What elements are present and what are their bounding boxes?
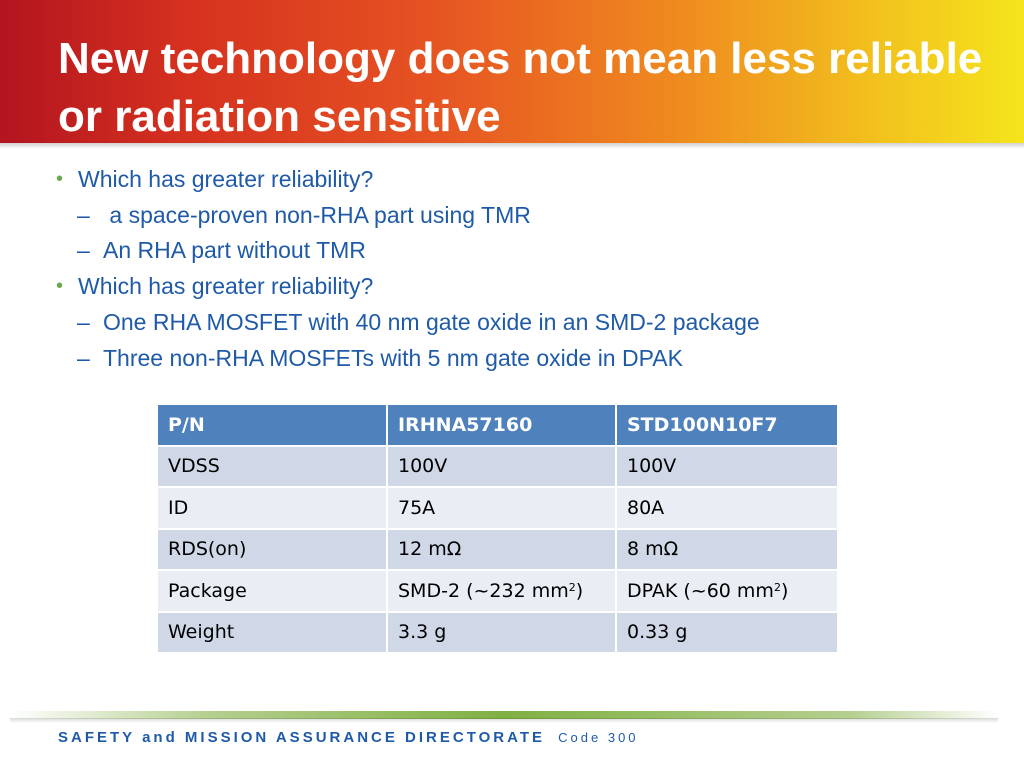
dash-marker: –: [77, 344, 90, 371]
sub-bullet-item: – One RHA MOSFET with 40 nm gate oxide i…: [54, 305, 954, 341]
bullet-marker: •: [56, 275, 64, 298]
table-row: ID 75A 80A: [156, 486, 839, 530]
slide-title: New technology does not mean less reliab…: [58, 34, 983, 141]
footer: SAFETY and MISSION ASSURANCE DIRECTORATE…: [58, 729, 639, 746]
table-row: Weight 3.3 g 0.33 g: [156, 610, 839, 654]
table-cell: 0.33 g: [615, 610, 839, 654]
table-header-cell: IRHNA57160: [386, 403, 617, 447]
dash-marker: –: [77, 201, 90, 228]
sub-bullet-item: – An RHA part without TMR: [54, 233, 954, 269]
title-banner-shadow: [0, 143, 1024, 149]
table-row: RDS(on) 12 mΩ 8 mΩ: [156, 527, 839, 571]
package-b-close: ): [780, 579, 789, 602]
bullet-list: • Which has greater reliability? – a spa…: [54, 162, 954, 376]
dash-marker: –: [77, 308, 90, 335]
title-banner: [0, 0, 1024, 143]
table-cell-label: Weight: [156, 610, 388, 654]
table-cell: 100V: [386, 444, 617, 488]
table-header-cell: STD100N10F7: [615, 403, 839, 447]
table-row: Package SMD-2 (~232 mm2) DPAK (~60 mm2): [156, 569, 839, 613]
sub-bullet-item: – Three non-RHA MOSFETs with 5 nm gate o…: [54, 341, 954, 377]
table-row: VDSS 100V 100V: [156, 444, 839, 488]
bullet-marker: •: [56, 168, 64, 190]
table-cell: SMD-2 (~232 mm2): [386, 569, 617, 613]
comparison-table: P/N IRHNA57160 STD100N10F7 VDSS 100V 100…: [156, 403, 839, 654]
table-cell: 8 mΩ: [615, 527, 839, 571]
table-cell: 75A: [386, 486, 617, 530]
table-cell-label: Package: [156, 569, 388, 613]
table-cell: 12 mΩ: [386, 527, 617, 571]
sub-bullet-text: An RHA part without TMR: [103, 237, 366, 264]
bullet-item: • Which has greater reliability?: [54, 269, 954, 305]
table-cell: DPAK (~60 mm2): [615, 569, 839, 613]
table-cell-label: RDS(on): [156, 527, 388, 571]
package-a-close: ): [575, 579, 584, 602]
table-cell: 100V: [615, 444, 839, 488]
footer-code: Code 300: [558, 730, 639, 745]
footer-divider: [10, 711, 998, 719]
table-cell-label: VDSS: [156, 444, 388, 488]
sub-bullet-text: Three non-RHA MOSFETs with 5 nm gate oxi…: [103, 344, 683, 371]
table-cell-label: ID: [156, 486, 388, 530]
superscript: 2: [773, 580, 781, 594]
table-header-row: P/N IRHNA57160 STD100N10F7: [156, 403, 839, 447]
bullet-item: • Which has greater reliability?: [54, 162, 954, 198]
sub-bullet-text: a space-proven non-RHA part using TMR: [103, 201, 531, 228]
table-cell: 3.3 g: [386, 610, 617, 654]
bullet-text: Which has greater reliability?: [78, 273, 374, 300]
sub-bullet-text: One RHA MOSFET with 40 nm gate oxide in …: [103, 308, 760, 335]
package-b-text: DPAK (~60 mm: [627, 579, 774, 602]
table-header-cell: P/N: [156, 403, 388, 447]
dash-marker: –: [77, 237, 90, 264]
footer-directorate: SAFETY and MISSION ASSURANCE DIRECTORATE: [58, 729, 545, 746]
table-cell: 80A: [615, 486, 839, 530]
footer-divider-shadow: [10, 718, 998, 723]
package-a-text: SMD-2 (~232 mm: [398, 579, 569, 602]
bullet-text: Which has greater reliability?: [78, 166, 374, 192]
sub-bullet-item: – a space-proven non-RHA part using TMR: [54, 198, 954, 234]
superscript: 2: [568, 580, 576, 594]
